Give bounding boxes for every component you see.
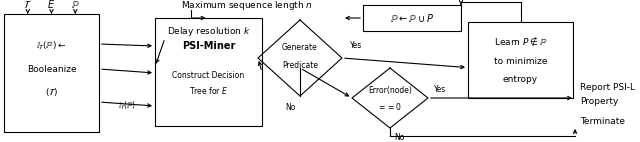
Text: Delay resolution $k$: Delay resolution $k$ — [167, 26, 251, 38]
Text: Predicate: Predicate — [282, 60, 318, 69]
Text: entropy: entropy — [503, 76, 538, 84]
Text: Terminate: Terminate — [580, 117, 625, 127]
Text: $\mathbb{P}$: $\mathbb{P}$ — [71, 0, 79, 10]
Text: Construct Decision: Construct Decision — [172, 72, 244, 81]
Text: to minimize: to minimize — [493, 58, 547, 66]
Text: Error(node): Error(node) — [368, 85, 412, 94]
Text: Generate: Generate — [282, 43, 318, 53]
Text: Tree for $E$: Tree for $E$ — [189, 85, 228, 97]
Text: Property: Property — [580, 97, 618, 106]
Text: Report PSI-L: Report PSI-L — [580, 83, 635, 92]
Text: No: No — [394, 133, 404, 142]
Bar — [155, 18, 262, 126]
Text: $\mathbb{P} \leftarrow \mathbb{P} \cup P$: $\mathbb{P} \leftarrow \mathbb{P} \cup P… — [390, 12, 434, 24]
Text: $\mathbb{I}_{\mathcal{T}}(\mathbb{P}) \leftarrow$: $\mathbb{I}_{\mathcal{T}}(\mathbb{P}) \l… — [36, 40, 67, 52]
Bar — [363, 5, 461, 31]
Text: No: No — [285, 104, 296, 112]
Text: Learn $P \notin \mathbb{P}$: Learn $P \notin \mathbb{P}$ — [494, 36, 547, 48]
Bar — [468, 22, 573, 98]
Text: $== 0$: $== 0$ — [378, 101, 403, 111]
Text: PSI-Miner: PSI-Miner — [182, 41, 235, 51]
Text: Yes: Yes — [434, 85, 446, 94]
Text: Booleanize: Booleanize — [27, 64, 76, 74]
Text: $E$: $E$ — [47, 0, 56, 10]
Bar — [4, 14, 99, 132]
Text: $(\mathcal{T})$: $(\mathcal{T})$ — [45, 86, 58, 98]
Text: $\mathbb{I}_{\mathcal{T}}(\mathbb{P})$: $\mathbb{I}_{\mathcal{T}}(\mathbb{P})$ — [118, 100, 136, 112]
Text: Yes: Yes — [350, 41, 362, 51]
Text: $\mathcal{T}$: $\mathcal{T}$ — [23, 0, 32, 10]
Text: Maximum sequence length $n$: Maximum sequence length $n$ — [181, 0, 313, 12]
